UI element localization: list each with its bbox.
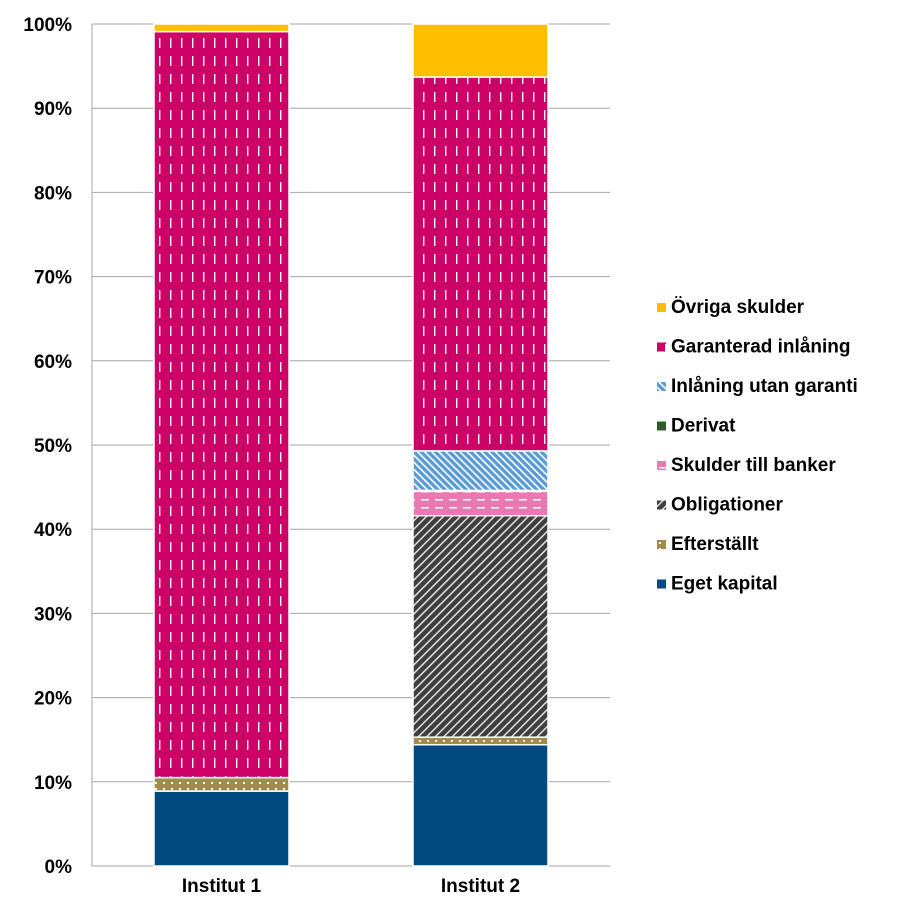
y-tick-label: 10% xyxy=(34,773,72,794)
bar-segment xyxy=(412,736,549,746)
legend-label: Övriga skulder xyxy=(671,297,805,318)
y-tick-label: 30% xyxy=(34,604,72,625)
y-tick-label: 100% xyxy=(23,15,72,36)
y-tick-label: 20% xyxy=(34,689,72,710)
legend-swatch xyxy=(657,382,666,391)
bar-segment xyxy=(153,776,290,792)
legend-swatch xyxy=(657,303,666,312)
legend-label: Garanterad inlåning xyxy=(671,337,850,358)
legend-swatch xyxy=(657,540,666,549)
bar-segment xyxy=(153,30,290,779)
legend-swatch xyxy=(657,342,666,352)
y-tick-label: 90% xyxy=(34,99,72,120)
legend-swatch xyxy=(657,500,666,510)
y-tick-label: 70% xyxy=(34,268,72,289)
y-tick-label: 50% xyxy=(34,436,72,457)
legend-label: Obligationer xyxy=(671,495,784,516)
y-tick-label: 80% xyxy=(34,183,72,204)
bar-segment xyxy=(412,23,549,78)
y-tick-label: 60% xyxy=(34,352,72,373)
y-tick-label: 0% xyxy=(45,857,73,878)
bar-segment xyxy=(412,514,549,738)
x-category-label: Institut 1 xyxy=(182,876,262,897)
legend-swatch xyxy=(657,421,666,431)
y-axis-tick-labels: 0% 10% 20% 30% 40% 50% 60% 70% 80% 90% 100% xyxy=(23,15,72,878)
x-category-label: Institut 2 xyxy=(441,876,520,897)
legend-label: Efterställt xyxy=(671,534,759,555)
legend-label: Inlåning utan garanti xyxy=(671,376,858,397)
legend-label: Derivat xyxy=(671,416,736,437)
legend-label: Skulder till banker xyxy=(671,455,836,476)
bar-segment xyxy=(412,76,549,452)
legend-label: Eget kapital xyxy=(671,574,778,595)
bars xyxy=(153,23,549,867)
legend-swatch xyxy=(657,579,666,589)
bar-segment xyxy=(412,450,549,492)
y-tick-label: 40% xyxy=(34,520,72,541)
bar-segment xyxy=(153,23,290,33)
legend: Övriga skulder Garanterad inlåning Inlånin… xyxy=(657,297,858,595)
bar-segment xyxy=(153,790,290,867)
x-axis-category-labels: Institut 1 Institut 2 xyxy=(182,876,520,897)
bar-segment xyxy=(412,490,549,517)
bar-segment xyxy=(412,744,549,867)
legend-swatch xyxy=(657,461,666,470)
